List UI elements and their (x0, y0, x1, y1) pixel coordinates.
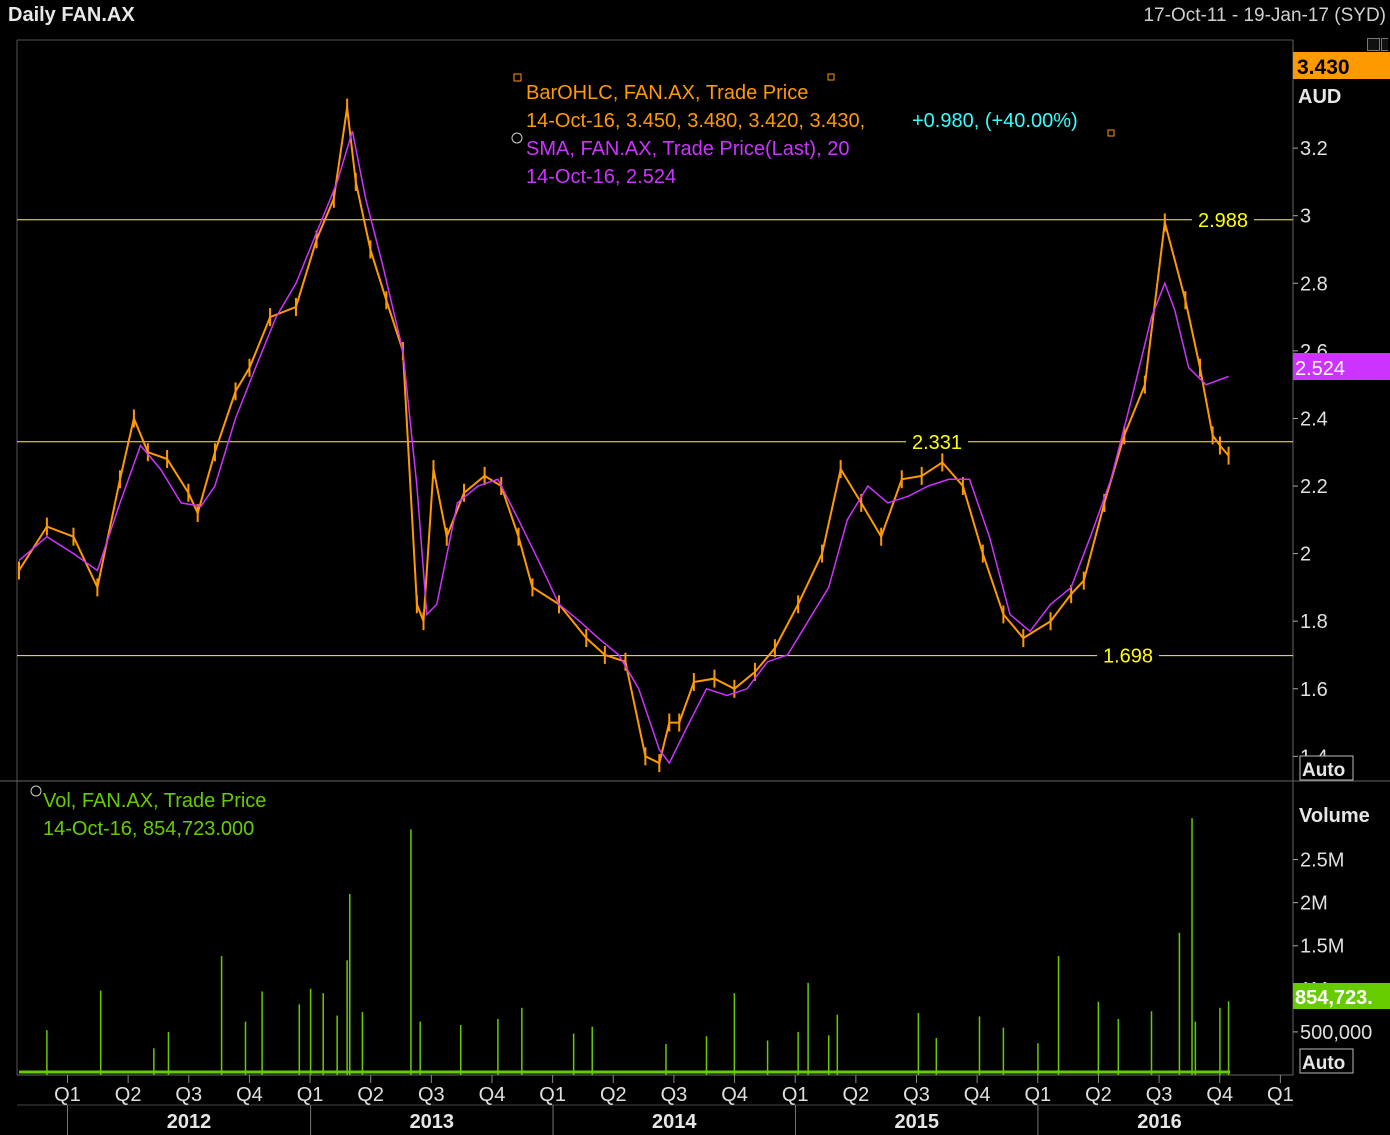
close-icon[interactable] (1381, 38, 1388, 51)
ohlc-legend-title: BarOHLC, FAN.AX, Trade Price (526, 82, 808, 104)
level-label-bg (1097, 643, 1159, 668)
quarter-label: Q3 (418, 1084, 445, 1106)
last-price-badge (1293, 52, 1390, 79)
level-label: 1.698 (1103, 646, 1153, 668)
date-range: 17-Oct-11 - 19-Jan-17 (SYD) (1143, 5, 1386, 26)
quarter-label: Q3 (175, 1084, 202, 1106)
quarter-label: Q4 (479, 1084, 506, 1106)
level-label-bg (906, 429, 968, 454)
last-price-badge-text: 3.430 (1297, 56, 1350, 79)
quarter-label: Q1 (1267, 1084, 1294, 1106)
quarter-label: Q2 (357, 1084, 384, 1106)
quarter-label: Q1 (297, 1084, 324, 1106)
legend-handle-icon[interactable] (511, 132, 523, 144)
volume-tick-label: 500,000 (1300, 1022, 1372, 1044)
y-tick-label: 2.8 (1300, 273, 1328, 295)
y-tick-label: 2.2 (1300, 476, 1328, 498)
price-series-line[interactable] (18, 107, 1230, 765)
quarter-label: Q2 (843, 1084, 870, 1106)
volume-tick-label: 1.5M (1300, 936, 1344, 958)
sma-badge (1293, 353, 1390, 380)
level-label: 2.988 (1198, 210, 1248, 232)
volume-axis-title: Volume (1299, 805, 1370, 827)
quarter-label: Q1 (54, 1084, 81, 1106)
volume-badge (1293, 983, 1390, 1009)
year-label: 2013 (410, 1111, 455, 1133)
volume-badge-text: 854,723. (1295, 987, 1373, 1009)
volume-tick-label: 2M (1300, 893, 1328, 915)
volume-auto-label: Auto (1302, 1053, 1345, 1074)
year-label: 2016 (1137, 1111, 1182, 1133)
y-tick-label: 3 (1300, 206, 1311, 228)
chart-title: Daily FAN.AX (8, 4, 135, 26)
quarter-label: Q3 (1146, 1084, 1173, 1106)
y-tick-label: 1.8 (1300, 611, 1328, 633)
sma-badge-text: 2.524 (1295, 358, 1345, 380)
ohlc-legend-change: +0.980, (+40.00%) (912, 110, 1078, 132)
year-label: 2015 (894, 1111, 939, 1133)
sma-legend-title: SMA, FAN.AX, Trade Price(Last), 20 (526, 138, 849, 160)
price-auto-label: Auto (1302, 760, 1345, 781)
price-auto-button[interactable] (1299, 755, 1354, 781)
quarter-label: Q1 (1024, 1084, 1051, 1106)
ohlc-legend-values: 14-Oct-16, 3.450, 3.480, 3.420, 3.430, (526, 110, 865, 132)
quarter-label: Q4 (964, 1084, 991, 1106)
sma-legend-values: 14-Oct-16, 2.524 (526, 166, 676, 188)
currency-label: AUD (1298, 86, 1341, 108)
quarter-label: Q3 (661, 1084, 688, 1106)
legend-handle-icon[interactable] (827, 73, 835, 81)
legend-handle-icon[interactable] (30, 785, 42, 797)
year-label: 2014 (652, 1111, 697, 1133)
quarter-label: Q1 (782, 1084, 809, 1106)
level-label-bg (1192, 207, 1254, 232)
y-tick-label: 3.2 (1300, 138, 1328, 160)
quarter-label: Q4 (721, 1084, 748, 1106)
volume-auto-button[interactable] (1299, 1048, 1354, 1074)
quarter-label: Q2 (600, 1084, 627, 1106)
legend-handle-icon[interactable] (513, 73, 522, 82)
sma-series-line[interactable] (18, 130, 1229, 765)
quarter-label: Q4 (236, 1084, 263, 1106)
restore-icon[interactable] (1367, 38, 1380, 51)
quarter-label: Q3 (903, 1084, 930, 1106)
year-label: 2012 (167, 1111, 212, 1133)
quarter-label: Q2 (115, 1084, 142, 1106)
quarter-label: Q1 (539, 1084, 566, 1106)
volume-tick-label: 2.5M (1300, 850, 1344, 872)
volume-legend-values: 14-Oct-16, 854,723.000 (43, 818, 254, 840)
y-tick-label: 2 (1300, 544, 1311, 566)
volume-legend-title: Vol, FAN.AX, Trade Price (43, 790, 266, 812)
y-tick-label: 2.4 (1300, 408, 1328, 430)
quarter-label: Q4 (1206, 1084, 1233, 1106)
level-label: 2.331 (912, 432, 962, 454)
legend-handle-icon[interactable] (1107, 129, 1115, 137)
y-tick-label: 1.6 (1300, 679, 1328, 701)
quarter-label: Q2 (1085, 1084, 1112, 1106)
